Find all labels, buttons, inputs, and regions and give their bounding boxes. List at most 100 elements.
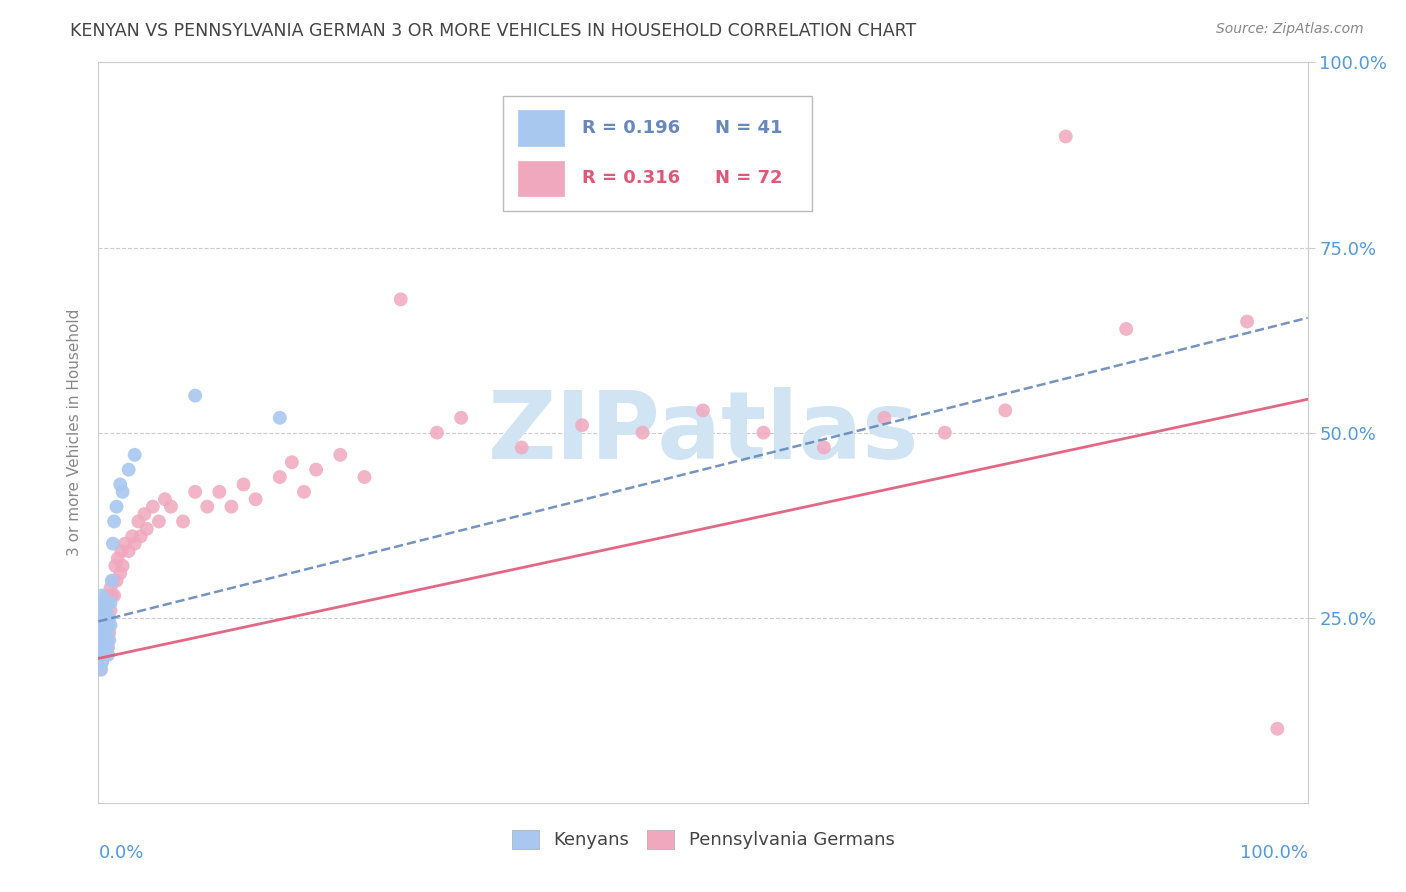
Point: [91, 589, 114, 603]
Point: [153, 492, 176, 507]
Point: [450, 410, 472, 425]
Point: [90, 640, 112, 655]
Point: [91, 618, 114, 632]
Text: N = 41: N = 41: [716, 119, 783, 136]
Point: [91, 655, 114, 669]
Point: [91, 655, 114, 669]
Point: [184, 388, 207, 402]
Point: [94, 603, 117, 617]
Point: [1267, 722, 1289, 736]
Point: [93, 596, 115, 610]
Point: [97, 618, 120, 632]
Point: [105, 574, 128, 588]
Point: [100, 618, 122, 632]
Point: [90, 663, 112, 677]
Point: [89, 648, 111, 662]
Point: [100, 603, 122, 617]
Point: [98, 632, 121, 647]
Bar: [517, 110, 564, 145]
Point: [100, 596, 122, 610]
Point: [114, 536, 136, 550]
Point: [221, 500, 243, 514]
Point: [292, 484, 315, 499]
Text: N = 72: N = 72: [716, 169, 783, 187]
Point: [98, 625, 121, 640]
Point: [94, 618, 117, 632]
Point: [353, 470, 375, 484]
Point: [91, 648, 114, 662]
Point: [93, 625, 115, 640]
Point: [93, 610, 115, 624]
Point: [91, 648, 114, 662]
Point: [97, 618, 120, 632]
Point: [329, 448, 352, 462]
Point: [110, 544, 132, 558]
Point: [93, 625, 115, 640]
Point: [195, 500, 218, 514]
Text: ZIPatlas: ZIPatlas: [488, 386, 918, 479]
Text: 100.0%: 100.0%: [1240, 844, 1308, 862]
Text: R = 0.196: R = 0.196: [582, 119, 681, 136]
Point: [90, 610, 112, 624]
Point: [94, 648, 117, 662]
Point: [692, 403, 714, 417]
Point: [93, 640, 115, 655]
Point: [100, 574, 122, 588]
Point: [89, 648, 111, 662]
Point: [105, 500, 128, 514]
Point: [142, 500, 165, 514]
Point: [103, 515, 125, 529]
Point: [91, 603, 114, 617]
Y-axis label: 3 or more Vehicles in Household: 3 or more Vehicles in Household: [67, 309, 83, 557]
Point: [96, 589, 118, 603]
Legend: Kenyans, Pennsylvania Germans: Kenyans, Pennsylvania Germans: [505, 823, 901, 856]
Point: [124, 536, 146, 550]
Text: Source: ZipAtlas.com: Source: ZipAtlas.com: [1216, 22, 1364, 37]
Point: [571, 418, 593, 433]
Point: [91, 618, 114, 632]
Point: [994, 403, 1017, 417]
Point: [100, 581, 122, 595]
Text: KENYAN VS PENNSYLVANIA GERMAN 3 OR MORE VEHICLES IN HOUSEHOLD CORRELATION CHART: KENYAN VS PENNSYLVANIA GERMAN 3 OR MORE …: [70, 22, 917, 40]
Point: [111, 484, 134, 499]
Point: [93, 648, 115, 662]
Point: [90, 596, 112, 610]
Point: [269, 410, 291, 425]
Point: [631, 425, 654, 440]
Point: [111, 558, 134, 573]
Point: [90, 610, 112, 624]
Point: [108, 566, 131, 581]
Point: [305, 462, 328, 476]
Point: [96, 610, 118, 624]
Point: [127, 515, 149, 529]
Point: [269, 470, 291, 484]
Point: [172, 515, 194, 529]
Point: [101, 574, 124, 588]
Point: [91, 632, 114, 647]
Point: [97, 640, 120, 655]
Point: [89, 632, 111, 647]
Point: [121, 529, 143, 543]
Point: [108, 477, 131, 491]
Point: [148, 515, 170, 529]
Point: [208, 484, 231, 499]
Point: [118, 462, 141, 476]
Point: [160, 500, 183, 514]
Text: 0.0%: 0.0%: [98, 844, 143, 862]
Point: [245, 492, 267, 507]
Point: [813, 441, 835, 455]
Point: [96, 625, 118, 640]
Point: [103, 589, 125, 603]
Point: [97, 648, 120, 662]
Point: [510, 441, 533, 455]
Point: [134, 507, 156, 521]
Point: [97, 596, 120, 610]
Point: [96, 640, 118, 655]
Point: [94, 610, 117, 624]
Point: [1236, 314, 1258, 328]
Point: [98, 610, 121, 624]
Point: [91, 632, 114, 647]
Point: [107, 551, 129, 566]
Point: [93, 640, 115, 655]
Point: [135, 522, 157, 536]
